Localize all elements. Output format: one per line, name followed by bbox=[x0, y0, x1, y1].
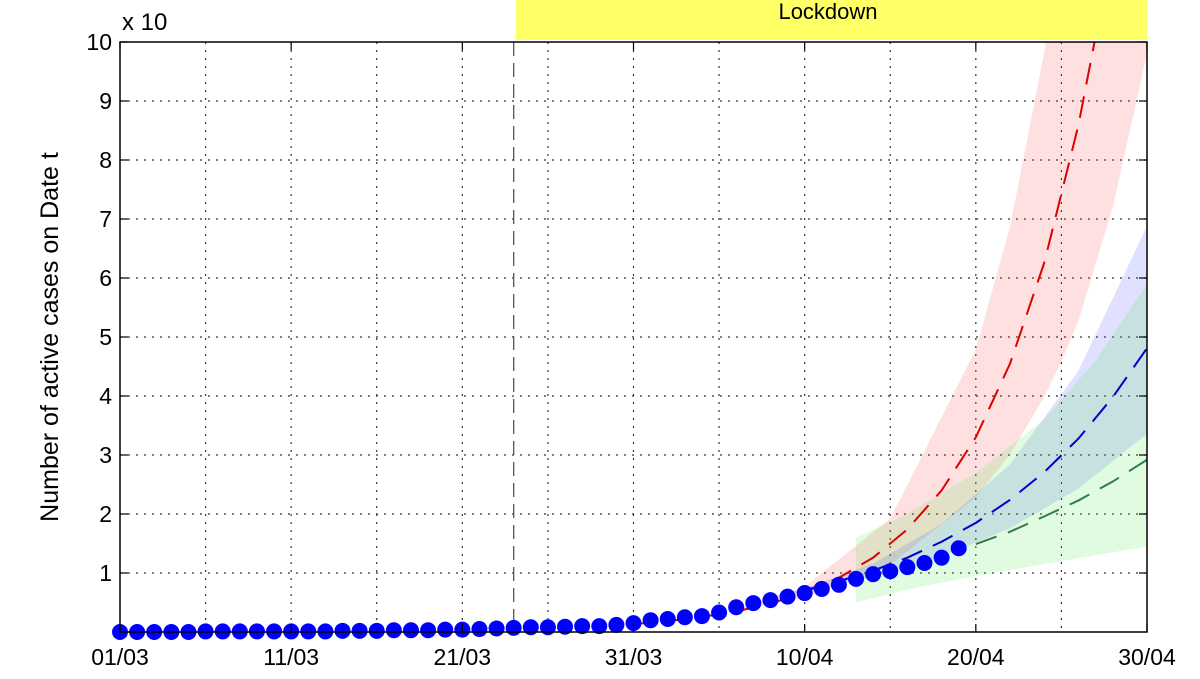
y-tick-label: 9 bbox=[99, 88, 112, 114]
observed-points bbox=[112, 540, 967, 640]
observed-point bbox=[796, 585, 813, 602]
y-axis-label: Number of active cases on Date t bbox=[36, 152, 64, 522]
observed-point bbox=[402, 622, 419, 639]
y-tick-label: 5 bbox=[99, 324, 112, 350]
x-tick-label: 10/04 bbox=[776, 644, 834, 670]
green-fit-line bbox=[975, 458, 1147, 546]
observed-point bbox=[385, 622, 402, 639]
blue-fit-line bbox=[804, 347, 1147, 592]
observed-point bbox=[557, 618, 574, 635]
y-tick-label: 2 bbox=[99, 501, 112, 527]
lockdown-banner bbox=[516, 0, 1147, 40]
y-tick-label: 6 bbox=[99, 265, 112, 291]
observed-point bbox=[693, 608, 710, 625]
observed-point bbox=[762, 592, 779, 609]
y-tick-label: 7 bbox=[99, 206, 112, 232]
x-tick-labels: 01/03 11/03 21/03 31/03 10/04 20/04 30/04 bbox=[91, 644, 1176, 670]
observed-point bbox=[659, 611, 676, 628]
observed-point bbox=[813, 580, 830, 597]
observed-point bbox=[471, 621, 488, 638]
y-tick-label: 3 bbox=[99, 442, 112, 468]
observed-point bbox=[728, 599, 745, 616]
x-tick-label: 20/04 bbox=[947, 644, 1005, 670]
green-confidence-band bbox=[856, 283, 1147, 603]
observed-point bbox=[368, 622, 385, 639]
observed-point bbox=[882, 563, 899, 580]
observed-point bbox=[351, 622, 368, 639]
grid bbox=[120, 42, 1147, 632]
y-tick-label: 1 bbox=[99, 560, 112, 586]
observed-point bbox=[676, 609, 693, 626]
y-tick-label: 8 bbox=[99, 147, 112, 173]
observed-point bbox=[916, 554, 933, 571]
y-tick-label: 10 bbox=[86, 29, 112, 55]
x-tick-label: 01/03 bbox=[91, 644, 149, 670]
observed-point bbox=[950, 540, 967, 557]
y-tick-label: 4 bbox=[99, 383, 112, 409]
observed-point bbox=[711, 604, 728, 621]
observed-point bbox=[608, 616, 625, 633]
observed-point bbox=[830, 576, 847, 593]
observed-point bbox=[933, 549, 950, 566]
x-tick-label: 11/03 bbox=[263, 644, 319, 670]
observed-point bbox=[574, 618, 591, 635]
observed-point bbox=[591, 618, 608, 635]
confidence-bands bbox=[719, 42, 1147, 615]
observed-point bbox=[420, 622, 437, 639]
observed-point bbox=[505, 619, 522, 636]
observed-point bbox=[539, 619, 556, 636]
observed-point bbox=[779, 588, 796, 605]
observed-point bbox=[625, 615, 642, 632]
observed-point bbox=[334, 622, 351, 639]
observed-point bbox=[899, 559, 916, 576]
observed-point bbox=[865, 566, 882, 583]
red-confidence-band bbox=[719, 42, 1147, 615]
x-tick-label: 31/03 bbox=[605, 644, 663, 670]
observed-point bbox=[522, 619, 539, 636]
observed-point bbox=[488, 620, 505, 637]
y-tick-labels: 1 2 3 4 5 6 7 8 9 10 bbox=[86, 29, 112, 586]
axis-ticks bbox=[119, 41, 1148, 632]
observed-point bbox=[848, 570, 865, 587]
y-multiplier-label: x 10 bbox=[122, 9, 167, 36]
observed-point bbox=[437, 621, 454, 638]
x-tick-label: 21/03 bbox=[434, 644, 492, 670]
x-tick-label: 30/04 bbox=[1118, 644, 1176, 670]
lockdown-label: Lockdown bbox=[778, 0, 877, 24]
observed-point bbox=[745, 595, 762, 612]
blue-confidence-band bbox=[770, 226, 1147, 598]
observed-point bbox=[642, 612, 659, 629]
